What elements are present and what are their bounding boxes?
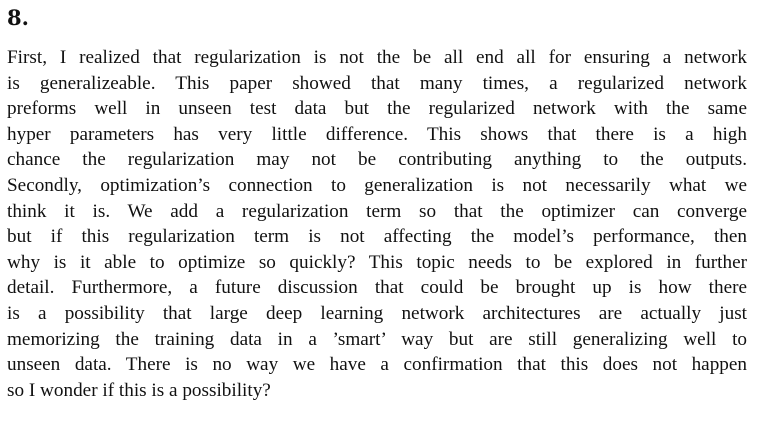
paragraph-line: chance the regularization may not be con… <box>7 149 747 171</box>
paragraph-line: but if this regularization term is not a… <box>7 226 747 248</box>
paragraph-line: why is it able to optimize so quickly? T… <box>7 251 747 273</box>
paragraph-line: First, I realized that regularization is… <box>7 47 747 68</box>
section-number-heading: 8. <box>7 5 29 30</box>
paragraph-line: think it is. We add a regularization ter… <box>7 200 747 222</box>
paragraph-line: hyper parameters has very little differe… <box>7 123 747 145</box>
paragraph-line: is generalizeable. This paper showed tha… <box>7 72 747 94</box>
paragraph-line: is a possibility that large deep learnin… <box>7 302 747 324</box>
paragraph-line: Secondly, optimization’s connection to g… <box>7 174 747 196</box>
paragraph-line: unseen data. There is no way we have a c… <box>7 354 747 376</box>
paragraph-line: so I wonder if this is a possibility? <box>7 379 271 401</box>
paragraph-line: preforms well in unseen test data but th… <box>7 98 747 120</box>
paragraph-line: detail. Furthermore, a future discussion… <box>7 277 747 299</box>
body-paragraph: First, I realized that regularization is… <box>7 45 747 403</box>
paragraph-line: memorizing the training data in a ’smart… <box>7 328 747 350</box>
